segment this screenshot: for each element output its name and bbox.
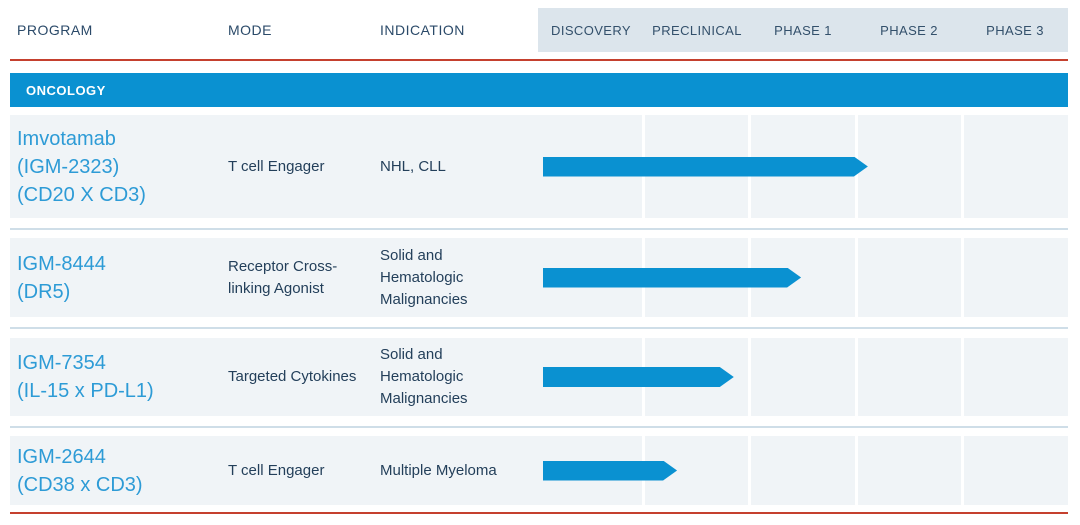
indication-value: NHL, CLL <box>380 157 446 175</box>
phase-cell-phase3 <box>964 436 1068 505</box>
mode-value: Targeted Cytokines <box>228 368 357 385</box>
table-row: Imvotamab (IGM-2323) (CD20 X CD3) T cell… <box>10 115 1068 218</box>
mode-value: T cell Engager <box>228 461 325 479</box>
row-background <box>10 115 538 218</box>
bottom-rule <box>10 512 1068 514</box>
indication-value: Solid and Hematologic Malignancies <box>380 346 468 407</box>
progress-arrow-bar <box>543 157 868 177</box>
row-background <box>10 436 538 505</box>
phase-cell-phase3 <box>964 115 1068 218</box>
table-row: IGM-8444 (DR5) Receptor Cross-linking Ag… <box>10 238 1068 317</box>
progress-arrow-bar <box>543 461 677 481</box>
program-name-link[interactable]: IGM-7354 (IL-15 x PD-L1) <box>17 352 154 402</box>
column-header-mode: MODE <box>228 22 272 38</box>
progress-arrow-bar <box>543 268 801 288</box>
phase-header-phase1: PHASE 1 <box>774 22 832 38</box>
phase-grid <box>538 115 1068 218</box>
phase-header-band: DISCOVERY PRECLINICAL PHASE 1 PHASE 2 PH… <box>538 8 1068 52</box>
table-row: IGM-7354 (IL-15 x PD-L1) Targeted Cytoki… <box>10 338 1068 416</box>
phase-cell-phase2 <box>857 238 962 317</box>
phase-grid <box>538 338 1068 416</box>
progress-arrow-bar <box>543 367 734 387</box>
phase-grid <box>538 238 1068 317</box>
row-divider <box>10 327 1068 329</box>
phase-cell-phase1 <box>751 436 855 505</box>
mode-value: Receptor Cross-linking Agonist <box>228 257 338 297</box>
column-header-indication: INDICATION <box>380 22 465 38</box>
column-header-program: PROGRAM <box>17 22 93 38</box>
row-background <box>10 338 538 416</box>
program-name-link[interactable]: IGM-2644 (CD38 x CD3) <box>17 445 143 496</box>
indication-value: Solid and Hematologic Malignancies <box>380 246 468 308</box>
phase-cell-phase3 <box>964 338 1068 416</box>
top-rule <box>10 59 1068 61</box>
phase-grid <box>538 436 1068 505</box>
phase-cell-phase2 <box>857 338 962 416</box>
phase-cell-phase2 <box>857 436 962 505</box>
program-name-link[interactable]: IGM-8444 (DR5) <box>17 252 106 303</box>
phase-header-preclinical: PRECLINICAL <box>652 22 742 38</box>
phase-cell-phase3 <box>964 238 1068 317</box>
phase-header-phase2: PHASE 2 <box>880 22 938 38</box>
mode-value: T cell Engager <box>228 157 325 175</box>
row-divider <box>10 426 1068 428</box>
program-name-link[interactable]: Imvotamab (IGM-2323) (CD20 X CD3) <box>17 127 146 206</box>
row-background <box>10 238 538 317</box>
phase-cell-phase2 <box>857 115 962 218</box>
section-banner-oncology: ONCOLOGY <box>10 73 1068 107</box>
indication-value: Multiple Myeloma <box>380 461 497 479</box>
table-row: IGM-2644 (CD38 x CD3) T cell Engager Mul… <box>10 436 1068 505</box>
row-divider <box>10 228 1068 230</box>
phase-header-discovery: DISCOVERY <box>551 22 631 38</box>
phase-header-phase3: PHASE 3 <box>986 22 1044 38</box>
phase-cell-phase1 <box>751 338 855 416</box>
